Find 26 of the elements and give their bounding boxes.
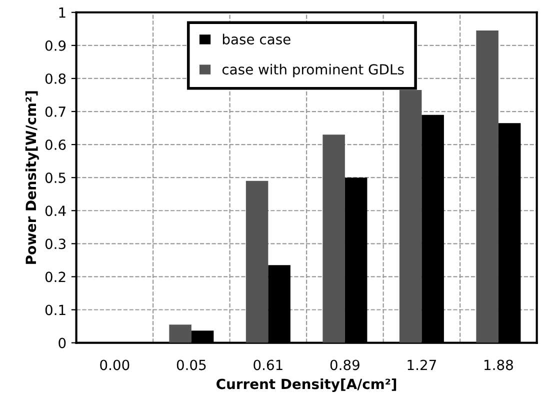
y-tick-label: 0.4 (45, 206, 66, 216)
y-tick-label: 0.7 (45, 106, 66, 117)
y-tick-label: 0.8 (45, 73, 66, 84)
y-tick-label: 0.2 (45, 272, 66, 282)
y-tick-label: 0.9 (45, 40, 66, 51)
y-axis-title: Power Density[W/cm²] (25, 91, 39, 264)
bar (169, 324, 192, 343)
bar (399, 90, 422, 343)
y-tick-label: 0.3 (45, 238, 66, 250)
bar (476, 30, 498, 343)
legend-label: base case (222, 34, 290, 44)
y-tick-label: 0.1 (45, 304, 66, 316)
x-axis-title: Current Density[A/cm²] (216, 378, 396, 392)
x-tick-label: 0.05 (176, 360, 206, 370)
y-tick-label: 0.5 (45, 172, 66, 184)
legend-label: case with prominent GDLs (222, 64, 404, 78)
x-tick-label: 1.88 (484, 360, 513, 370)
y-tick-label: 0.6 (45, 140, 66, 150)
y-tick-label: 1 (59, 8, 66, 18)
y-tick-label: 0 (58, 338, 66, 348)
x-tick-label: 0.61 (254, 360, 282, 370)
x-tick-label: 0.00 (100, 360, 130, 370)
x-tick-label: 0.89 (330, 360, 360, 370)
bar (246, 180, 268, 343)
bar (322, 134, 345, 343)
x-tick-label: 1.27 (408, 360, 436, 370)
